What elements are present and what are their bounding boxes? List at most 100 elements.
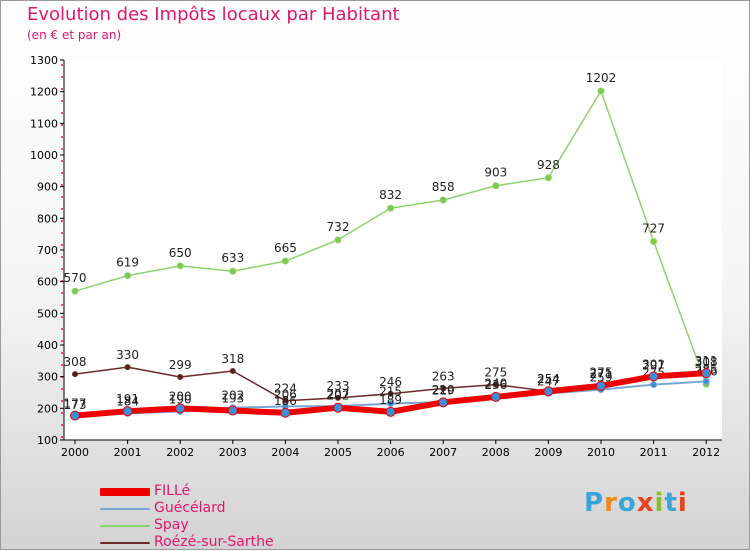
y-tick-label: 100 (37, 434, 58, 447)
data-point (490, 391, 501, 402)
data-label: 246 (379, 375, 402, 389)
data-point (439, 196, 447, 204)
data-point (648, 371, 659, 382)
data-point (124, 272, 132, 280)
data-label: 206 (274, 387, 297, 401)
logo-letter: i (677, 488, 688, 518)
x-tick-label: 2009 (534, 446, 562, 459)
data-label: 928 (537, 158, 560, 172)
y-tick-label: 500 (37, 307, 58, 320)
data-label: 330 (116, 348, 139, 362)
data-label: 202 (327, 389, 350, 403)
chart-title: Evolution des Impôts locaux par Habitant (27, 4, 400, 25)
data-label: 254 (537, 372, 560, 386)
data-label: 732 (327, 220, 350, 234)
x-tick-label: 2002 (166, 446, 194, 459)
data-label: 177 (64, 397, 87, 411)
data-label: 308 (695, 355, 718, 369)
data-label: 247 (537, 374, 560, 388)
data-label: 207 (327, 387, 350, 401)
data-label: 259 (590, 371, 613, 385)
y-tick-label: 200 (37, 402, 58, 415)
data-label: 633 (221, 251, 244, 265)
data-label: 832 (379, 188, 402, 202)
logo-letter: o (617, 488, 637, 518)
data-label: 275 (590, 366, 613, 380)
data-point (596, 380, 606, 391)
data-point (227, 405, 238, 416)
data-label: 665 (274, 241, 297, 255)
y-tick-label: 400 (37, 339, 58, 352)
legend-label: FILLé (154, 483, 191, 499)
data-label: 1202 (586, 71, 617, 85)
y-tick-label: 300 (37, 371, 58, 384)
data-point (335, 394, 341, 401)
y-tick-label: 900 (37, 181, 58, 194)
data-point (334, 236, 342, 244)
legend-label: Spay (154, 517, 189, 533)
data-point (544, 174, 552, 182)
data-point (385, 406, 396, 417)
data-label: 254 (537, 372, 560, 386)
legend: FILLé Guécélard Spay Roézé-sur-Sarthe (100, 483, 360, 551)
y-tick-label: 1000 (30, 149, 58, 162)
data-point (333, 402, 343, 413)
data-label: 200 (169, 389, 192, 403)
data-point (650, 381, 658, 389)
data-label: 263 (432, 369, 455, 383)
data-label: 727 (642, 221, 665, 235)
legend-item: Roézé-sur-Sarthe (100, 534, 360, 551)
logo-letter: x (636, 488, 655, 518)
data-point (543, 386, 554, 397)
data-point (124, 364, 131, 371)
x-tick-label: 2004 (271, 446, 299, 459)
data-label: 184 (116, 394, 139, 408)
data-label: 219 (432, 383, 455, 397)
legend-label: Guécélard (154, 500, 226, 516)
data-label: 190 (169, 393, 192, 407)
x-tick-label: 2001 (114, 446, 142, 459)
legend-swatch (100, 542, 150, 544)
data-point (177, 373, 184, 380)
data-point (229, 367, 236, 374)
x-tick-label: 2003 (219, 446, 247, 459)
data-point (650, 237, 658, 245)
data-label: 220 (432, 383, 455, 397)
x-tick-label: 2011 (640, 446, 668, 459)
x-tick-label: 2006 (377, 446, 405, 459)
data-point (597, 87, 605, 95)
data-point (281, 257, 289, 265)
data-label: 233 (327, 379, 350, 393)
data-label: 240 (484, 377, 507, 391)
legend-item: FILLé (100, 483, 360, 500)
data-label: 858 (432, 180, 455, 194)
x-tick-label: 2010 (587, 446, 615, 459)
data-label: 619 (116, 256, 139, 270)
legend-item: Guécélard (100, 500, 360, 517)
data-label: 299 (169, 358, 192, 372)
x-tick-label: 2008 (482, 446, 510, 459)
legend-swatch (100, 488, 150, 496)
data-point (701, 368, 712, 379)
data-point (438, 397, 449, 408)
data-label: 215 (379, 385, 402, 399)
data-label: 271 (590, 367, 613, 381)
y-tick-label: 800 (37, 212, 58, 225)
data-point (176, 262, 184, 270)
legend-swatch (100, 525, 150, 527)
logo-letter: i (654, 488, 665, 518)
logo-letter: r (604, 488, 618, 518)
data-label: 224 (274, 382, 297, 396)
proxiti-logo: Proxiti (584, 488, 688, 518)
data-label: 570 (64, 271, 87, 285)
logo-letter: P (584, 488, 605, 518)
data-label: 311 (695, 354, 718, 368)
data-label: 297 (642, 359, 665, 373)
legend-label: Roézé-sur-Sarthe (154, 534, 274, 550)
data-label: 650 (169, 246, 192, 260)
data-point (387, 400, 395, 408)
legend-swatch (100, 508, 150, 510)
data-point (387, 390, 394, 397)
data-point (72, 371, 78, 378)
